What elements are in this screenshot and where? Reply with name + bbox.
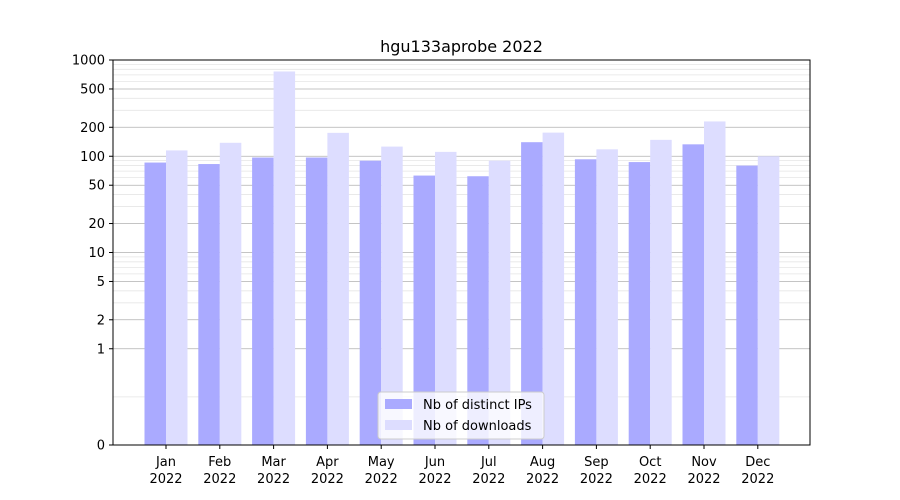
x-axis: Jan 2022 Feb 2022 Mar 2022 Apr 2022 May 2022 Jun 20…	[149, 445, 774, 487]
x-tick-label-month: Nov	[691, 455, 717, 470]
bar-distinct-ips	[144, 162, 166, 446]
x-tick-label-month: Apr	[316, 455, 339, 470]
y-tick-label: 50	[88, 179, 105, 194]
x-tick-label-month: Dec	[745, 455, 770, 470]
y-tick-label: 200	[80, 121, 105, 136]
x-tick-label-year: 2022	[687, 472, 720, 487]
bar-distinct-ips	[359, 160, 382, 445]
y-tick-label: 10	[88, 246, 105, 261]
bar-distinct-ips	[521, 142, 543, 445]
bar-downloads	[327, 132, 349, 445]
bar-distinct-ips	[628, 162, 651, 445]
bar-downloads	[704, 121, 726, 446]
legend-swatch-downloads	[385, 420, 412, 430]
y-tick-label: 20	[88, 217, 105, 232]
chart-title: hgu133aprobe 2022	[380, 37, 543, 56]
bar-downloads	[488, 160, 511, 445]
x-tick-label-month: Feb	[208, 455, 231, 470]
x-tick-label-month: Sep	[584, 455, 609, 470]
legend: Nb of distinct IPs Nb of downloads	[377, 391, 545, 440]
bar-downloads	[273, 71, 296, 446]
x-tick-label-year: 2022	[580, 472, 613, 487]
x-tick-label-year: 2022	[526, 472, 559, 487]
x-tick-label-month: Jan	[155, 455, 176, 470]
x-tick-label-year: 2022	[203, 472, 236, 487]
x-tick-label-year: 2022	[149, 472, 182, 487]
y-axis: 0 1 2 5 10 20 50 100 200 500 1000	[72, 54, 113, 454]
x-tick-label-year: 2022	[741, 472, 774, 487]
bar-distinct-ips	[736, 165, 758, 446]
bar-distinct-ips	[467, 176, 489, 445]
legend-label-downloads: Nb of downloads	[423, 419, 532, 434]
y-tick-label: 1000	[72, 54, 105, 69]
x-tick-label-month: Mar	[261, 455, 286, 470]
bar-downloads	[435, 151, 457, 445]
bar-distinct-ips	[413, 175, 435, 445]
bar-downloads	[166, 150, 188, 445]
x-tick-label-year: 2022	[257, 472, 290, 487]
bar-distinct-ips	[305, 157, 328, 445]
y-tick-label: 500	[80, 82, 105, 97]
x-tick-label-month: May	[368, 455, 395, 470]
bar-downloads	[596, 149, 618, 445]
x-tick-label-year: 2022	[634, 472, 667, 487]
bar-distinct-ips	[682, 144, 704, 445]
legend-swatch-ips	[385, 399, 412, 409]
x-tick-label-year: 2022	[311, 472, 344, 487]
legend-label-ips: Nb of distinct IPs	[423, 398, 532, 413]
x-tick-label-year: 2022	[472, 472, 505, 487]
x-tick-label-month: Oct	[639, 455, 661, 470]
y-tick-label: 0	[97, 439, 105, 454]
legend-box	[377, 391, 545, 440]
bar-downloads	[542, 132, 565, 446]
x-tick-label-year: 2022	[418, 472, 451, 487]
bars-layer	[144, 71, 780, 446]
y-tick-label: 2	[97, 313, 105, 328]
bar-downloads	[650, 139, 672, 445]
bar-distinct-ips	[198, 164, 220, 445]
bar-downloads	[757, 156, 780, 445]
y-tick-label: 1	[97, 342, 105, 357]
bar-distinct-ips	[252, 157, 274, 445]
y-tick-label: 5	[97, 275, 105, 290]
bar-distinct-ips	[574, 159, 597, 446]
y-tick-label: 100	[80, 150, 105, 165]
x-tick-label-month: Aug	[530, 455, 555, 470]
x-tick-label-month: Jul	[480, 455, 497, 470]
bar-downloads	[219, 142, 242, 446]
x-tick-label-year: 2022	[365, 472, 398, 487]
x-tick-label-month: Jun	[424, 455, 445, 470]
bar-downloads	[381, 146, 403, 445]
